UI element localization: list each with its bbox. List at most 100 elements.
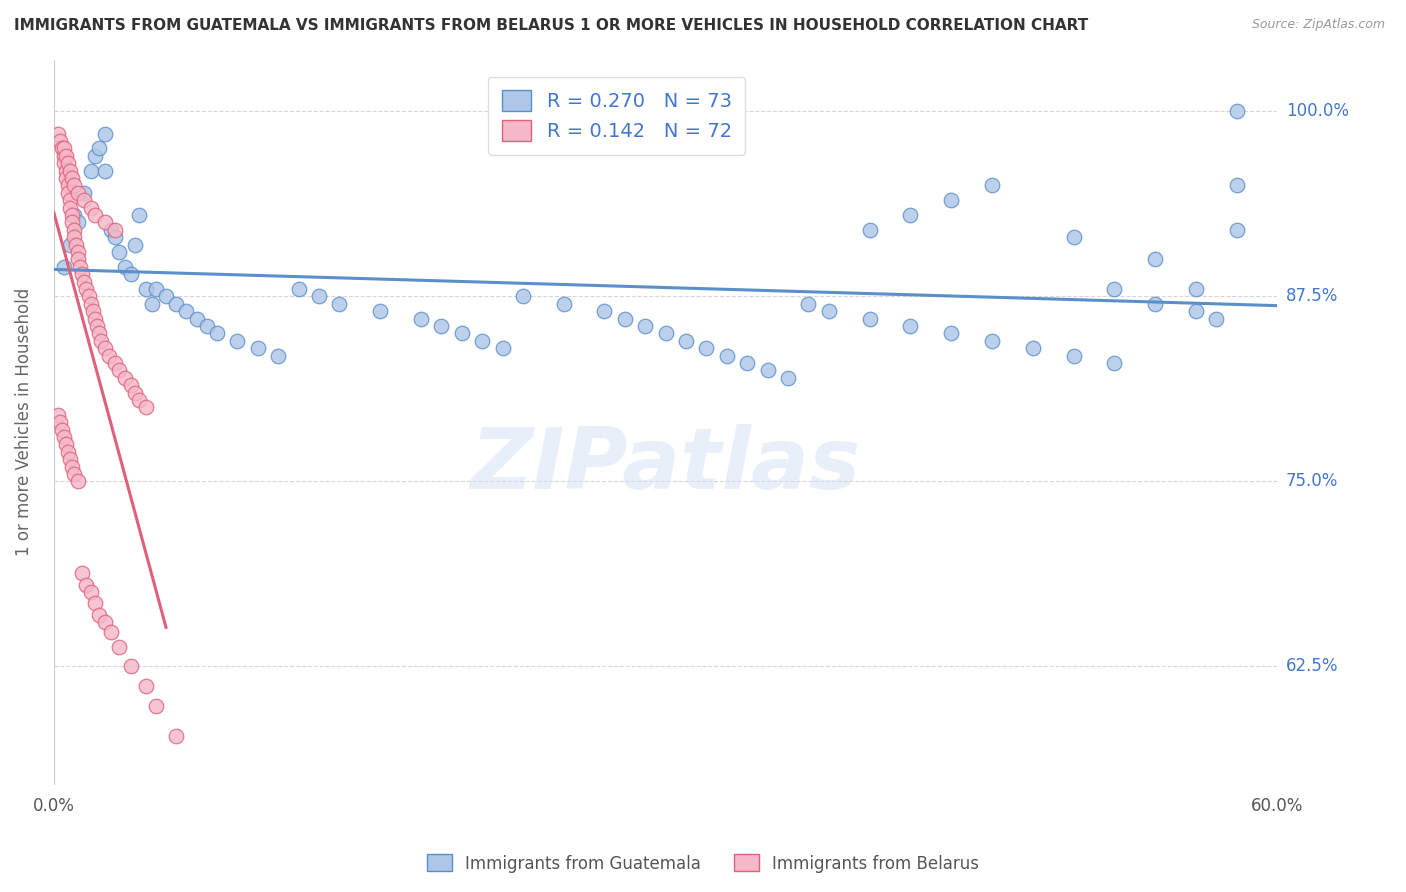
Point [128,392,150,407]
Point [59,193,82,207]
Text: 75.0%: 75.0% [1286,473,1339,491]
Point [100,625,122,640]
Point [87,141,110,155]
Point [308,289,330,303]
Point [1104,356,1126,370]
Point [512,289,534,303]
Point [165,297,187,311]
Point [941,193,963,207]
Point [97,349,120,363]
Text: ZIPatlas: ZIPatlas [471,425,860,508]
Point [59,237,82,252]
Point [145,699,167,714]
Point [553,297,575,311]
Point [63,230,86,244]
Point [1144,252,1167,267]
Point [69,260,91,274]
Point [1226,104,1249,119]
Point [1185,282,1208,296]
Point [675,334,697,348]
Point [1022,341,1045,355]
Point [226,334,249,348]
Point [176,304,198,318]
Point [51,423,73,437]
Point [368,304,391,318]
Point [59,452,82,467]
Point [67,244,90,259]
Point [60,459,83,474]
Point [141,297,163,311]
Point [55,149,77,163]
Point [94,163,117,178]
Point [46,408,69,422]
Point [593,304,616,318]
Point [55,171,77,186]
Point [1185,304,1208,318]
Point [941,326,963,341]
Text: Source: ZipAtlas.com: Source: ZipAtlas.com [1251,18,1385,31]
Point [73,186,96,200]
Point [1063,349,1085,363]
Point [56,186,79,200]
Point [79,163,101,178]
Point [63,223,86,237]
Point [53,260,76,274]
Point [67,186,90,200]
Point [797,297,820,311]
Legend: Immigrants from Guatemala, Immigrants from Belarus: Immigrants from Guatemala, Immigrants fr… [420,847,986,880]
Point [205,326,228,341]
Point [155,289,177,303]
Point [114,371,136,385]
Point [82,304,104,318]
Point [120,659,142,673]
Point [60,171,83,186]
Point [186,311,208,326]
Point [72,267,94,281]
Point [59,163,82,178]
Point [120,267,142,281]
Point [634,318,657,333]
Point [776,371,799,385]
Legend: R = 0.270   N = 73, R = 0.142   N = 72: R = 0.270 N = 73, R = 0.142 N = 72 [488,77,745,155]
Point [100,223,122,237]
Point [72,566,94,581]
Point [195,318,218,333]
Point [735,356,758,370]
Point [287,282,309,296]
Point [104,230,127,244]
Point [654,326,676,341]
Point [900,208,922,222]
Text: 87.5%: 87.5% [1286,287,1339,305]
Point [430,318,453,333]
Point [328,297,350,311]
Point [79,297,101,311]
Point [756,363,779,377]
Point [94,215,117,229]
Point [135,282,157,296]
Point [77,289,100,303]
Point [75,282,97,296]
Point [900,318,922,333]
Point [56,444,79,458]
Point [104,356,127,370]
Point [87,607,110,622]
Point [716,349,738,363]
Point [981,178,1004,193]
Point [858,311,880,326]
Point [246,341,269,355]
Point [858,223,880,237]
Point [114,260,136,274]
Point [491,341,513,355]
Point [63,208,86,222]
Point [63,467,86,481]
Point [75,578,97,592]
Point [73,275,96,289]
Point [135,401,157,415]
Point [450,326,472,341]
Point [94,341,117,355]
Point [65,237,87,252]
Point [108,244,131,259]
Text: 100.0%: 100.0% [1286,103,1348,120]
Point [83,311,105,326]
Point [56,178,79,193]
